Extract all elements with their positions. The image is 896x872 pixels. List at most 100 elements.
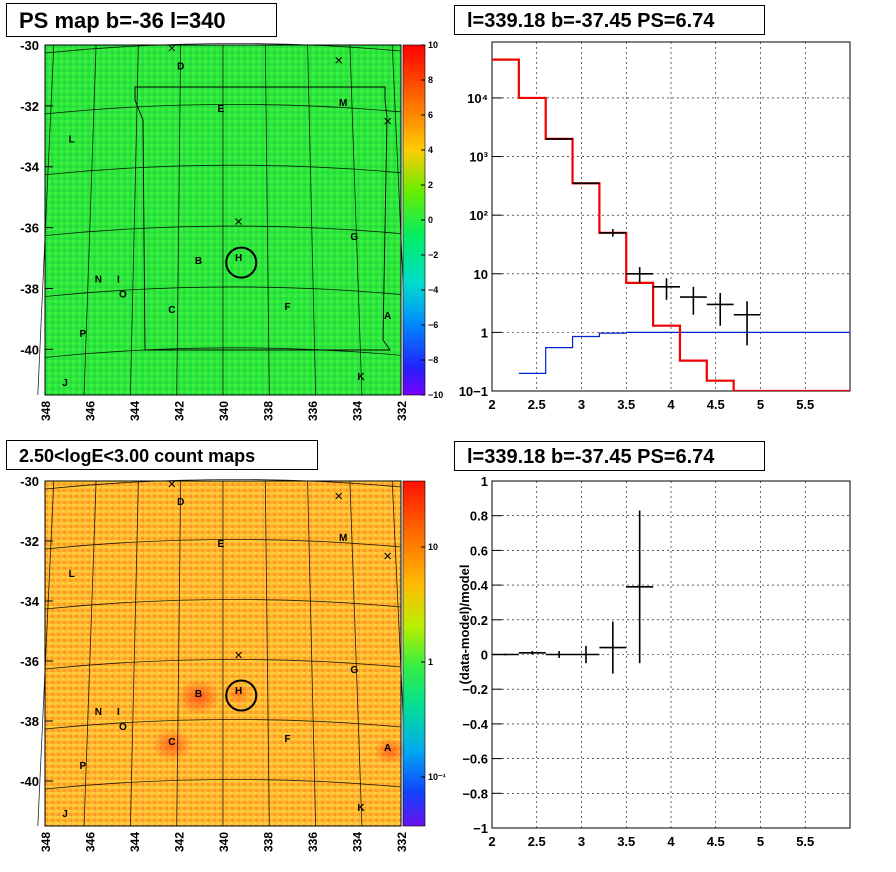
count-map-source-label: F (284, 734, 290, 745)
residual-ytick-label: −0.4 (462, 717, 488, 732)
residual-ytick-label: 1 (481, 474, 488, 489)
count-map-bright-region (373, 738, 406, 764)
count-map-source-label: E (217, 539, 224, 550)
spectrum-xtick-label: 4 (667, 397, 675, 412)
ps-map-meridian (130, 44, 139, 396)
residual-xtick-label: 5 (757, 834, 764, 849)
spectrum-xtick-label: 4.5 (707, 397, 725, 412)
count-map-parallel (44, 479, 402, 490)
ps-map-ytick-label: -32 (20, 99, 39, 114)
residual-ytick-label: 0.4 (470, 578, 489, 593)
ps-map-ytick-label: -34 (20, 160, 40, 175)
ps-map-xtick-label: 348 (39, 401, 53, 421)
count-map-title: 2.50<logE<3.00 count maps (6, 440, 318, 470)
count-map-xtick-label: 340 (217, 832, 231, 852)
ps-map-colorbar-label: −4 (428, 285, 438, 295)
ps-map-source-label: P (79, 329, 86, 340)
residual-ytick-label: −1 (473, 821, 488, 836)
ps-map-colorbar-label: 4 (428, 145, 433, 155)
count-map-bright-region (151, 729, 192, 761)
residual-xtick-label: 3.5 (617, 834, 635, 849)
count-map-cross-marker (168, 480, 176, 488)
ps-map-meridian (264, 44, 270, 396)
spectrum-xtick-label: 3 (578, 397, 585, 412)
residual-ytick-label: 0 (481, 648, 488, 663)
ps-map-source-label: M (339, 98, 347, 109)
ps-map-parallel (44, 43, 402, 54)
count-map-parallel (44, 539, 402, 550)
count-map-source-label: L (69, 569, 75, 580)
ps-map-colorbar (403, 45, 425, 395)
residual-title: l=339.18 b=-37.45 PS=6.74 (454, 441, 765, 471)
ps-map-ytick-label: -40 (20, 342, 39, 357)
ps-map-cross-marker (168, 44, 176, 52)
ps-map-meridian (83, 44, 97, 396)
count-map-source-label: B (195, 689, 202, 700)
spectrum-ytick-label: 10³ (469, 150, 488, 165)
ps-map-panel: D E M L G H B N IO C F A P J K -30 -32 -34 -36 -38 -40 348 346… (20, 38, 443, 421)
residual-xtick-label: 5.5 (796, 834, 814, 849)
count-map-source-label: J (62, 809, 68, 820)
count-map-parallel (44, 599, 402, 610)
residual-ytick-label: −0.2 (462, 682, 488, 697)
ps-map-source-label: O (119, 290, 127, 301)
residual-xtick-label: 3 (578, 834, 585, 849)
count-map-xtick-label: 346 (84, 832, 98, 852)
spectrum-xtick-label: 2.5 (528, 397, 546, 412)
ps-map-xtick-label: 344 (128, 401, 142, 421)
residual-plot-area (492, 510, 654, 674)
ps-map-colorbar-label: 8 (428, 75, 433, 85)
count-map-xtick-label: 334 (351, 832, 365, 852)
count-map-meridian (307, 480, 316, 827)
count-map-colorbar-label: 10⁻¹ (428, 772, 446, 782)
ps-map-parallel (44, 103, 402, 115)
count-map-meridian (37, 480, 55, 827)
spectrum-xtick-label: 3.5 (617, 397, 635, 412)
count-map-source-label: N (95, 707, 102, 718)
count-map-ytick-label: -34 (20, 594, 40, 609)
ps-map-source-label: H (235, 253, 242, 264)
ps-map-source-label: J (62, 378, 68, 389)
ps-map-source-label: N (95, 274, 102, 285)
ps-map-meridian (37, 44, 55, 396)
ps-map-ytick-label: -30 (20, 38, 39, 53)
count-map-bright-region (176, 679, 221, 715)
residual-ylabel: (data-model)/model (457, 565, 472, 685)
count-map-source-label: D (177, 497, 184, 508)
ps-map-ytick-label: -38 (20, 281, 39, 296)
ps-map-colorbar-label: 6 (428, 110, 433, 120)
count-map-parallel (44, 659, 402, 670)
ps-map-colorbar-label: −2 (428, 250, 438, 260)
ps-map-source-label: C (168, 305, 175, 316)
ps-map-source-label: L (69, 134, 75, 145)
count-map-source-label: A (384, 743, 391, 754)
ps-map-source-label: K (357, 372, 365, 383)
count-map-colorbar (403, 481, 425, 826)
count-map-colorbar-label: 1 (428, 657, 433, 667)
count-map-xtick-label: 344 (128, 832, 142, 852)
count-map-source-label: G (350, 665, 358, 676)
residual-ytick-label: −0.8 (462, 786, 488, 801)
ps-map-candidate-circle (225, 246, 258, 279)
ps-map-colorbar-label: −10 (428, 390, 443, 400)
count-map-xtick-label: 338 (262, 832, 276, 852)
count-map-panel: D E M L G H B N IO C F A P J K -30 -32 -34 -36 -38 -40 348 346… (20, 474, 446, 852)
residual-xtick-label: 2 (488, 834, 495, 849)
spectrum-title: l=339.18 b=-37.45 PS=6.74 (454, 5, 765, 35)
count-map-meridian (176, 480, 182, 827)
count-map-source-label: I (117, 707, 120, 718)
count-map-source-label: O (119, 722, 127, 733)
ps-map-meridian (176, 44, 182, 396)
count-map-source-label: H (235, 686, 242, 697)
residual-panel: 2 2.5 3 3.5 4 4.5 5 5.5 −1 −0.8 −0.6 −0.4 −0.2 0 0.2 0.… (457, 474, 851, 849)
ps-map-source-label: E (217, 104, 224, 115)
spectrum-ytick-label: 10−1 (459, 384, 488, 399)
count-map-xtick-label: 342 (173, 832, 187, 852)
ps-map-colorbar-label: 2 (428, 180, 433, 190)
count-map-parallel (44, 779, 402, 790)
ps-map-parallel (44, 286, 402, 297)
count-map-cross-marker (235, 651, 242, 659)
ps-map-frame (44, 44, 402, 396)
ps-map-source-label: A (384, 311, 391, 322)
count-map-source-label: K (357, 803, 365, 814)
